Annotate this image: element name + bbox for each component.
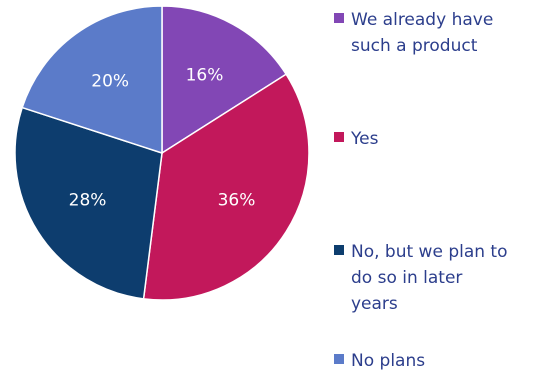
legend-item: Yes (334, 126, 539, 152)
legend-item: No plans (334, 348, 539, 374)
legend-label: No, but we plan to do so in later years (351, 242, 508, 314)
pie-slices (14, 5, 310, 301)
pie-slice (14, 106, 163, 300)
slice-value-label: 28% (69, 190, 107, 210)
legend-label: Yes (351, 129, 379, 149)
legend-swatch (334, 354, 344, 364)
legend-label: We already have such a product (351, 10, 494, 56)
legend: We already have such a product Yes No, bu… (334, 0, 539, 377)
legend-swatch (334, 13, 344, 23)
pie-slice (161, 5, 288, 155)
legend-swatch (334, 245, 344, 255)
legend-label: No plans (351, 351, 426, 371)
slice-value-label: 36% (218, 190, 256, 210)
slice-value-label: 16% (186, 66, 224, 86)
legend-swatch (334, 132, 344, 142)
legend-item: We already have such a product (334, 7, 539, 59)
legend-item: No, but we plan to do so in later years (334, 239, 539, 317)
pie-slice-labels: 16% 36% 28% 20% (69, 66, 256, 211)
pie-slice (21, 5, 163, 155)
pie-slice (142, 73, 310, 301)
slice-value-label: 20% (91, 72, 129, 92)
